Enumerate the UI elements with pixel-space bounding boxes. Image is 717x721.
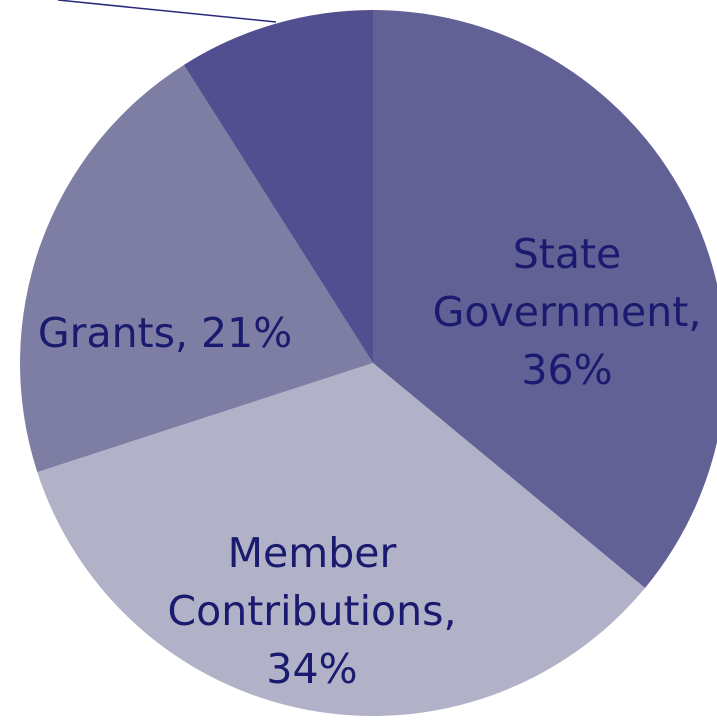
- slice-label-line: Contributions,: [168, 587, 457, 635]
- slice-label-line: 36%: [521, 346, 612, 394]
- slice-label-line: Grants, 21%: [38, 309, 292, 357]
- slice-label-line: Member: [228, 529, 397, 577]
- slice-label-line: State: [513, 230, 622, 278]
- slice-label-line: Government,: [433, 288, 702, 336]
- leader-line: [57, 0, 277, 23]
- slice-label: Grants, 21%: [38, 309, 292, 357]
- slice-label: State Government, 36%: [433, 230, 702, 394]
- pie-slice: [373, 10, 717, 589]
- pie-slice: [37, 363, 645, 716]
- slice-label-line: 34%: [266, 645, 357, 693]
- slice-label: Member Contributions, 34%: [168, 529, 457, 693]
- pie-slice: [183, 10, 373, 363]
- pie-slice: [20, 64, 374, 473]
